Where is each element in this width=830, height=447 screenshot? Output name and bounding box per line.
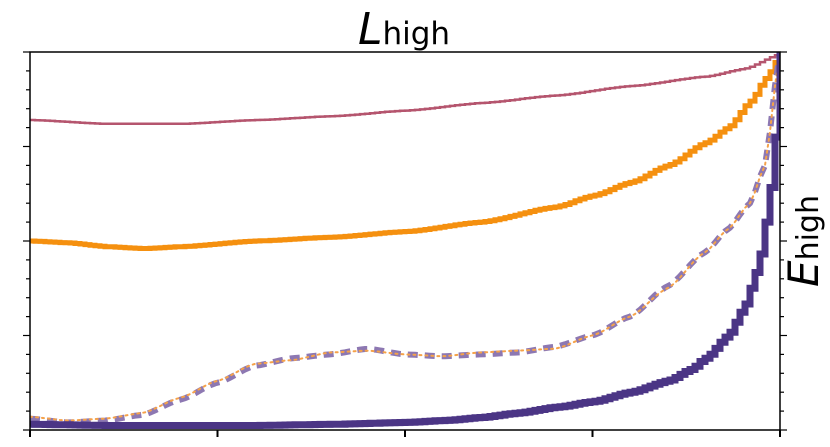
- y-axis-label: Ehigh: [779, 195, 828, 287]
- chart-title: Lhigh: [358, 4, 450, 55]
- chart-title-sub: high: [382, 16, 450, 52]
- series-layer: [30, 52, 780, 429]
- plot-frame: [29, 51, 781, 431]
- y-axis-label-main: E: [779, 260, 828, 287]
- tick-layer: [23, 51, 787, 437]
- series-line-3: [30, 52, 780, 426]
- series-line-4: [30, 52, 780, 422]
- chart-title-main: L: [358, 4, 383, 55]
- series-line-1: [30, 53, 780, 126]
- axes-layer: [29, 51, 781, 431]
- y-axis-label-sub: high: [791, 195, 826, 260]
- series-line-2: [30, 55, 780, 251]
- series-line-5: [30, 52, 780, 429]
